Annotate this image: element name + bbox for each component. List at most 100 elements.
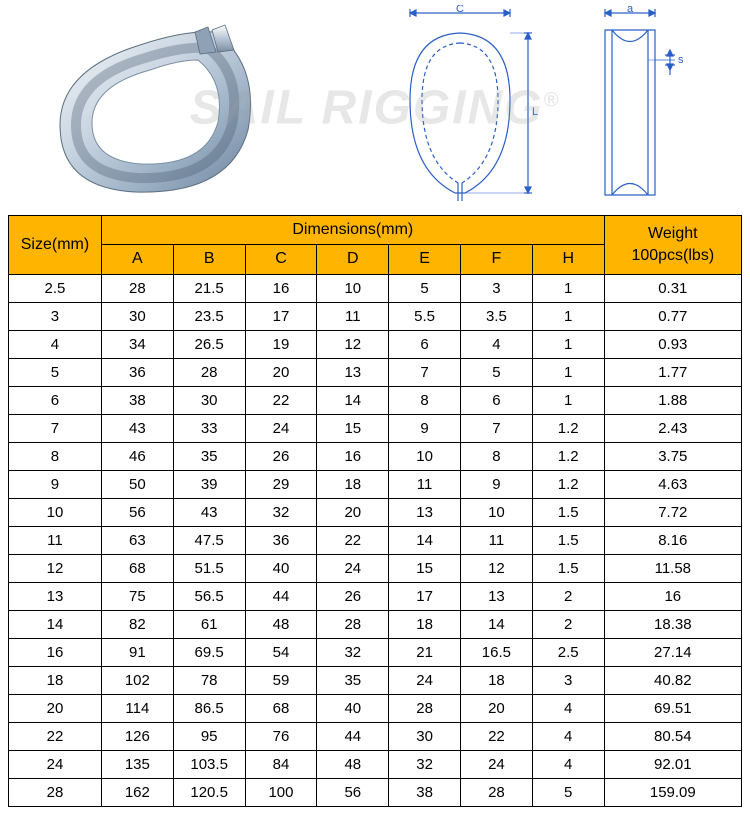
cell-dim: 35 — [173, 442, 245, 470]
cell-dim: 75 — [101, 582, 173, 610]
cell-dim: 20 — [317, 498, 389, 526]
cell-dim: 22 — [317, 526, 389, 554]
cell-dim: 38 — [389, 778, 461, 806]
cell-weight: 40.82 — [604, 666, 741, 694]
cell-dim: 3 — [532, 666, 604, 694]
cell-dim: 6 — [389, 330, 461, 358]
cell-dim: 39 — [173, 470, 245, 498]
cell-size: 28 — [9, 778, 102, 806]
header-col-c: C — [245, 245, 317, 274]
cell-weight: 3.75 — [604, 442, 741, 470]
cell-dim: 102 — [101, 666, 173, 694]
cell-dim: 56 — [101, 498, 173, 526]
cell-dim: 48 — [317, 750, 389, 778]
cell-dim: 22 — [461, 722, 533, 750]
cell-dim: 5.5 — [389, 302, 461, 330]
cell-dim: 103.5 — [173, 750, 245, 778]
cell-dim: 21 — [389, 638, 461, 666]
cell-dim: 63 — [101, 526, 173, 554]
cell-dim: 44 — [245, 582, 317, 610]
dim-label-c: C — [456, 5, 464, 15]
cell-dim: 2 — [532, 582, 604, 610]
header-col-h: H — [532, 245, 604, 274]
cell-dim: 56.5 — [173, 582, 245, 610]
cell-dim: 11 — [461, 526, 533, 554]
table-body: 2.52821.516105310.3133023.517115.53.510.… — [9, 274, 742, 806]
cell-weight: 4.63 — [604, 470, 741, 498]
cell-dim: 7 — [461, 414, 533, 442]
table-row: 8463526161081.23.75 — [9, 442, 742, 470]
cell-dim: 24 — [245, 414, 317, 442]
cell-dim: 30 — [389, 722, 461, 750]
header-weight: Weight 100pcs(lbs) — [604, 216, 741, 275]
cell-dim: 3.5 — [461, 302, 533, 330]
cell-dim: 16 — [317, 442, 389, 470]
diagram-area: C L — [0, 0, 750, 215]
header-col-f: F — [461, 245, 533, 274]
dim-label-s: s — [678, 54, 684, 66]
cell-dim: 13 — [461, 582, 533, 610]
cell-weight: 0.93 — [604, 330, 741, 358]
cell-dim: 18 — [389, 610, 461, 638]
cell-weight: 1.88 — [604, 386, 741, 414]
cell-dim: 1 — [532, 386, 604, 414]
cell-size: 2.5 — [9, 274, 102, 302]
cell-size: 12 — [9, 554, 102, 582]
cell-dim: 1 — [532, 330, 604, 358]
cell-weight: 0.31 — [604, 274, 741, 302]
cell-weight: 27.14 — [604, 638, 741, 666]
spec-table: Size(mm) Dimensions(mm) Weight 100pcs(lb… — [8, 215, 742, 807]
cell-dim: 59 — [245, 666, 317, 694]
cell-size: 11 — [9, 526, 102, 554]
table-row: 43426.519126410.93 — [9, 330, 742, 358]
cell-dim: 35 — [317, 666, 389, 694]
cell-dim: 26 — [245, 442, 317, 470]
cell-dim: 19 — [245, 330, 317, 358]
table-row: 105643322013101.57.72 — [9, 498, 742, 526]
cell-dim: 4 — [532, 694, 604, 722]
table-row: 6383022148611.88 — [9, 386, 742, 414]
cell-weight: 7.72 — [604, 498, 741, 526]
cell-size: 8 — [9, 442, 102, 470]
cell-dim: 13 — [389, 498, 461, 526]
cell-size: 7 — [9, 414, 102, 442]
cell-dim: 120.5 — [173, 778, 245, 806]
cell-size: 6 — [9, 386, 102, 414]
table-row: 2011486.568402820469.51 — [9, 694, 742, 722]
cell-dim: 135 — [101, 750, 173, 778]
cell-dim: 17 — [389, 582, 461, 610]
cell-dim: 32 — [245, 498, 317, 526]
cell-weight: 0.77 — [604, 302, 741, 330]
cell-dim: 26 — [317, 582, 389, 610]
cell-dim: 1.5 — [532, 498, 604, 526]
cell-dim: 86.5 — [173, 694, 245, 722]
cell-dim: 68 — [101, 554, 173, 582]
cell-dim: 95 — [173, 722, 245, 750]
cell-dim: 36 — [245, 526, 317, 554]
cell-dim: 24 — [317, 554, 389, 582]
table-row: 126851.5402415121.511.58 — [9, 554, 742, 582]
cell-dim: 40 — [245, 554, 317, 582]
cell-dim: 76 — [245, 722, 317, 750]
cell-dim: 1.5 — [532, 554, 604, 582]
cell-dim: 17 — [245, 302, 317, 330]
cell-dim: 51.5 — [173, 554, 245, 582]
table-row: 221269576443022480.54 — [9, 722, 742, 750]
cell-dim: 126 — [101, 722, 173, 750]
cell-dim: 78 — [173, 666, 245, 694]
cell-dim: 20 — [461, 694, 533, 722]
cell-dim: 28 — [461, 778, 533, 806]
cell-dim: 33 — [173, 414, 245, 442]
cell-dim: 8 — [389, 386, 461, 414]
cell-dim: 10 — [461, 498, 533, 526]
table-row: 24135103.584483224492.01 — [9, 750, 742, 778]
table-row: 2.52821.516105310.31 — [9, 274, 742, 302]
cell-dim: 84 — [245, 750, 317, 778]
table-row: 116347.5362214111.58.16 — [9, 526, 742, 554]
header-col-b: B — [173, 245, 245, 274]
cell-dim: 12 — [461, 554, 533, 582]
table-header: Size(mm) Dimensions(mm) Weight 100pcs(lb… — [9, 216, 742, 275]
cell-dim: 44 — [317, 722, 389, 750]
dim-label-l: L — [532, 106, 538, 118]
cell-dim: 43 — [101, 414, 173, 442]
